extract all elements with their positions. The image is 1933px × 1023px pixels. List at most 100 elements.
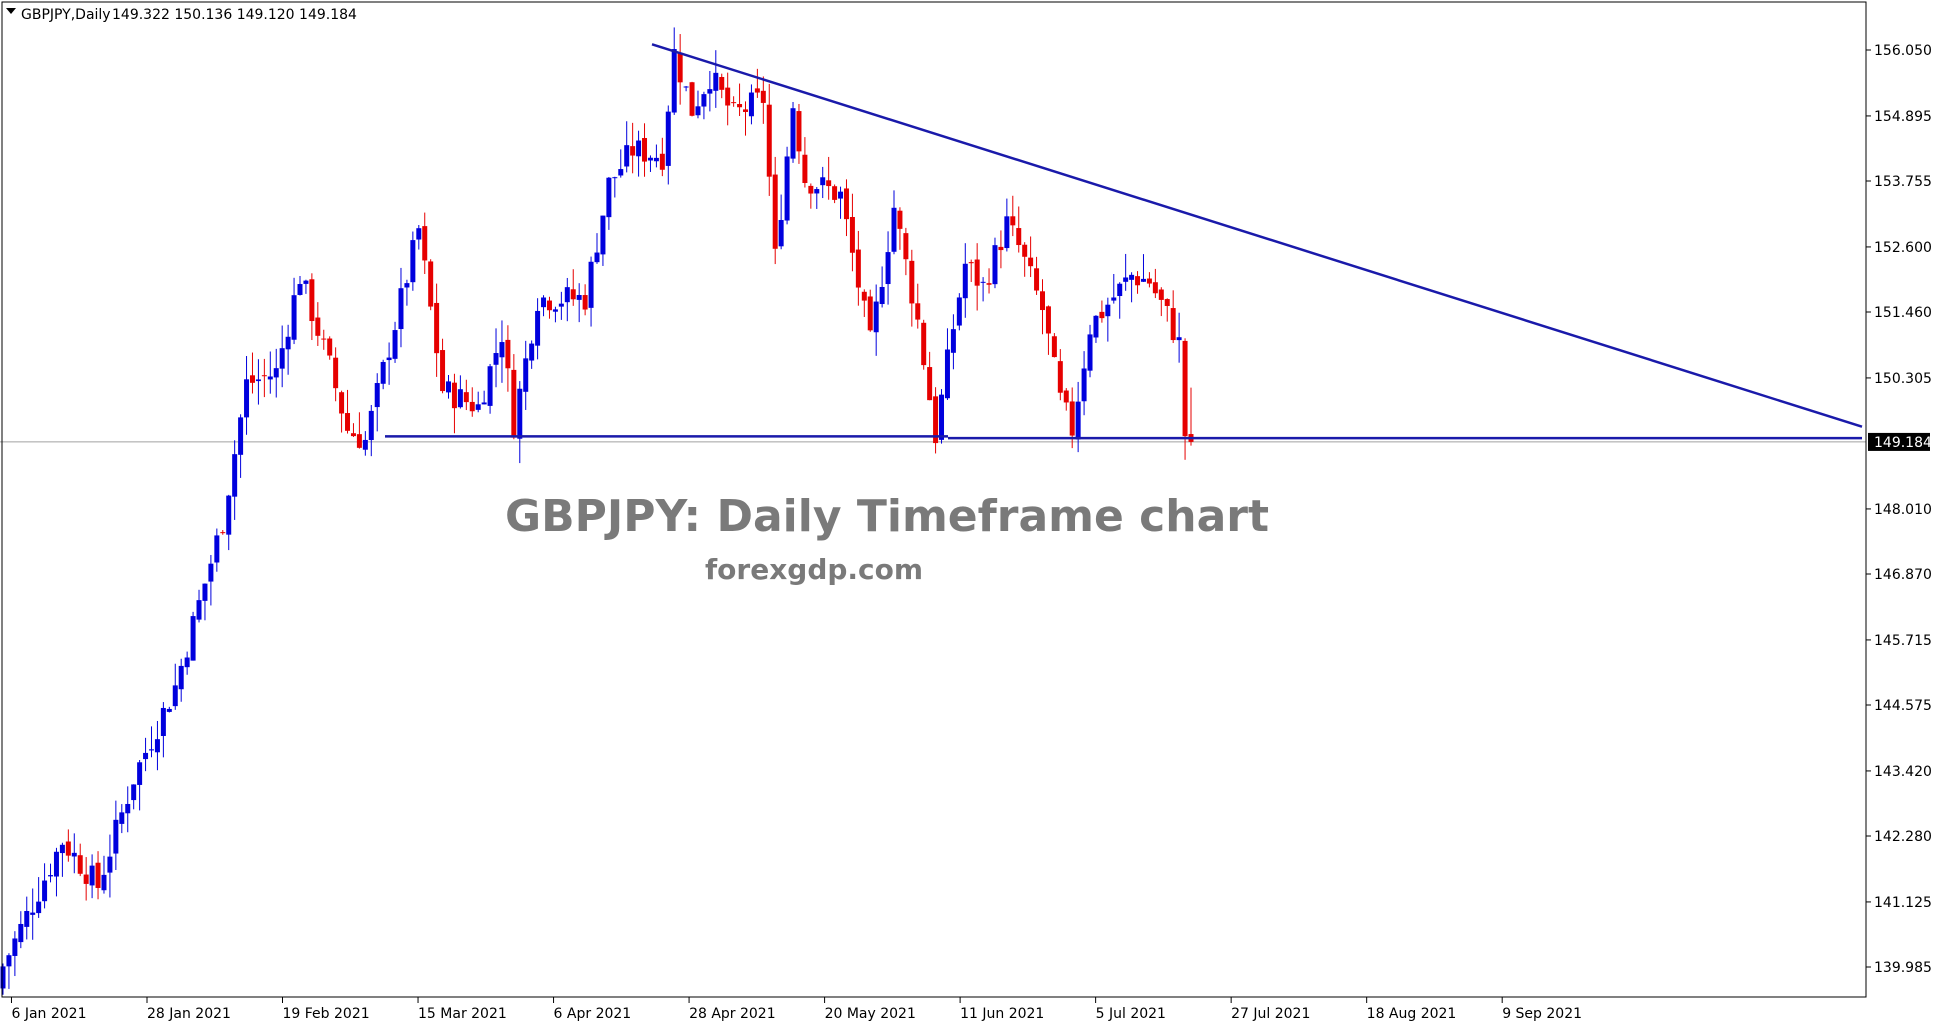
candle-body [600,215,606,255]
candle-body [24,911,30,927]
candle-body [1022,244,1028,257]
candle-body [446,381,451,393]
candle-body [933,396,939,444]
candle-body [1004,216,1010,249]
candle-body [434,302,440,354]
candle-body [511,369,517,438]
candle-body [48,875,54,877]
candle-body [992,245,998,285]
candle-body [487,366,493,406]
candle-body [356,434,362,448]
candle-body [523,358,529,392]
chart-symbol: GBPJPY,Daily [21,7,111,23]
candle-body [725,87,731,106]
candle-body [903,233,909,260]
candle-body [481,402,487,405]
candle-body [897,210,903,229]
candle-body [398,288,404,330]
candle-body [1093,315,1099,338]
candle-body [178,665,184,690]
candle-body [214,535,220,563]
candle-body [624,145,630,167]
y-tick-label: 150.305 [1874,371,1932,387]
candle-body [944,349,950,399]
chart-ohlc: 149.322 150.136 149.120 149.184 [112,7,357,23]
candle-body [410,240,416,283]
candle-body [1081,368,1087,402]
triangle-down-icon[interactable] [6,8,16,14]
candle-body [743,109,748,112]
candle-body [196,600,202,620]
x-tick-label: 15 Mar 2021 [418,1006,507,1022]
candle-body [855,249,861,288]
y-tick-label: 151.460 [1874,305,1932,321]
candle-body [647,157,653,161]
candle-body [220,532,226,534]
candle-body [1135,276,1141,286]
candle-body [974,259,980,286]
candle-body [95,862,101,888]
candle-body [166,708,172,712]
y-tick-label: 139.985 [1874,960,1932,976]
candle-body [1164,299,1170,306]
candle-body [505,339,511,369]
candle-body [558,303,564,307]
candle-body [30,912,36,915]
candle-body [1087,334,1093,371]
candle-body [244,379,250,418]
candle-body [374,383,380,408]
y-tick-label: 146.870 [1874,567,1932,583]
x-tick-label: 6 Jan 2021 [11,1006,86,1022]
candle-body [1140,278,1146,282]
candle-body [469,401,475,412]
candle-body [422,226,428,261]
candle-body [149,749,154,751]
candle-body [315,317,321,336]
candle-body [428,261,434,307]
candle-body [1152,282,1158,294]
candle-body [392,330,398,359]
candle-body [59,844,65,854]
candle-body [345,413,351,431]
candle-body [1051,336,1057,358]
candle-body [493,353,499,365]
candle-body [998,246,1004,251]
candle-body [137,762,143,785]
candle-body [778,220,784,247]
candle-body [1057,361,1063,393]
candle-body [416,228,422,240]
candle-body [475,404,481,410]
candle-body [796,111,802,152]
candle-body [766,104,772,177]
y-tick-label: 145.715 [1874,633,1932,649]
candle-body [285,336,291,350]
candle-body [861,291,867,301]
candle-body [1099,311,1105,319]
candle-body [594,252,600,263]
candle-body [89,865,95,886]
x-tick-label: 5 Jul 2021 [1096,1006,1166,1022]
candle-body [695,106,701,116]
candle-body [665,111,671,166]
candle-body [226,495,232,535]
candle-body [701,94,707,107]
candle-body [636,140,642,157]
candle-body [303,280,309,284]
candle-body [36,901,42,914]
watermark-title: GBPJPY: Daily Timeframe chart [505,491,1269,542]
candle-body [843,188,849,220]
x-tick-label: 18 Aug 2021 [1367,1006,1457,1022]
candle-body [232,454,238,497]
candle-body [267,376,273,380]
candle-body [1034,268,1040,291]
candle-body [1170,308,1176,341]
candle-body [53,851,59,877]
candle-body [309,279,315,322]
candle-body [1105,304,1111,317]
x-tick-label: 9 Sep 2021 [1502,1006,1582,1022]
candle-body [160,707,166,736]
candle-body [1040,291,1045,311]
candle-body [83,874,89,884]
descending-trendline[interactable] [651,43,1863,428]
